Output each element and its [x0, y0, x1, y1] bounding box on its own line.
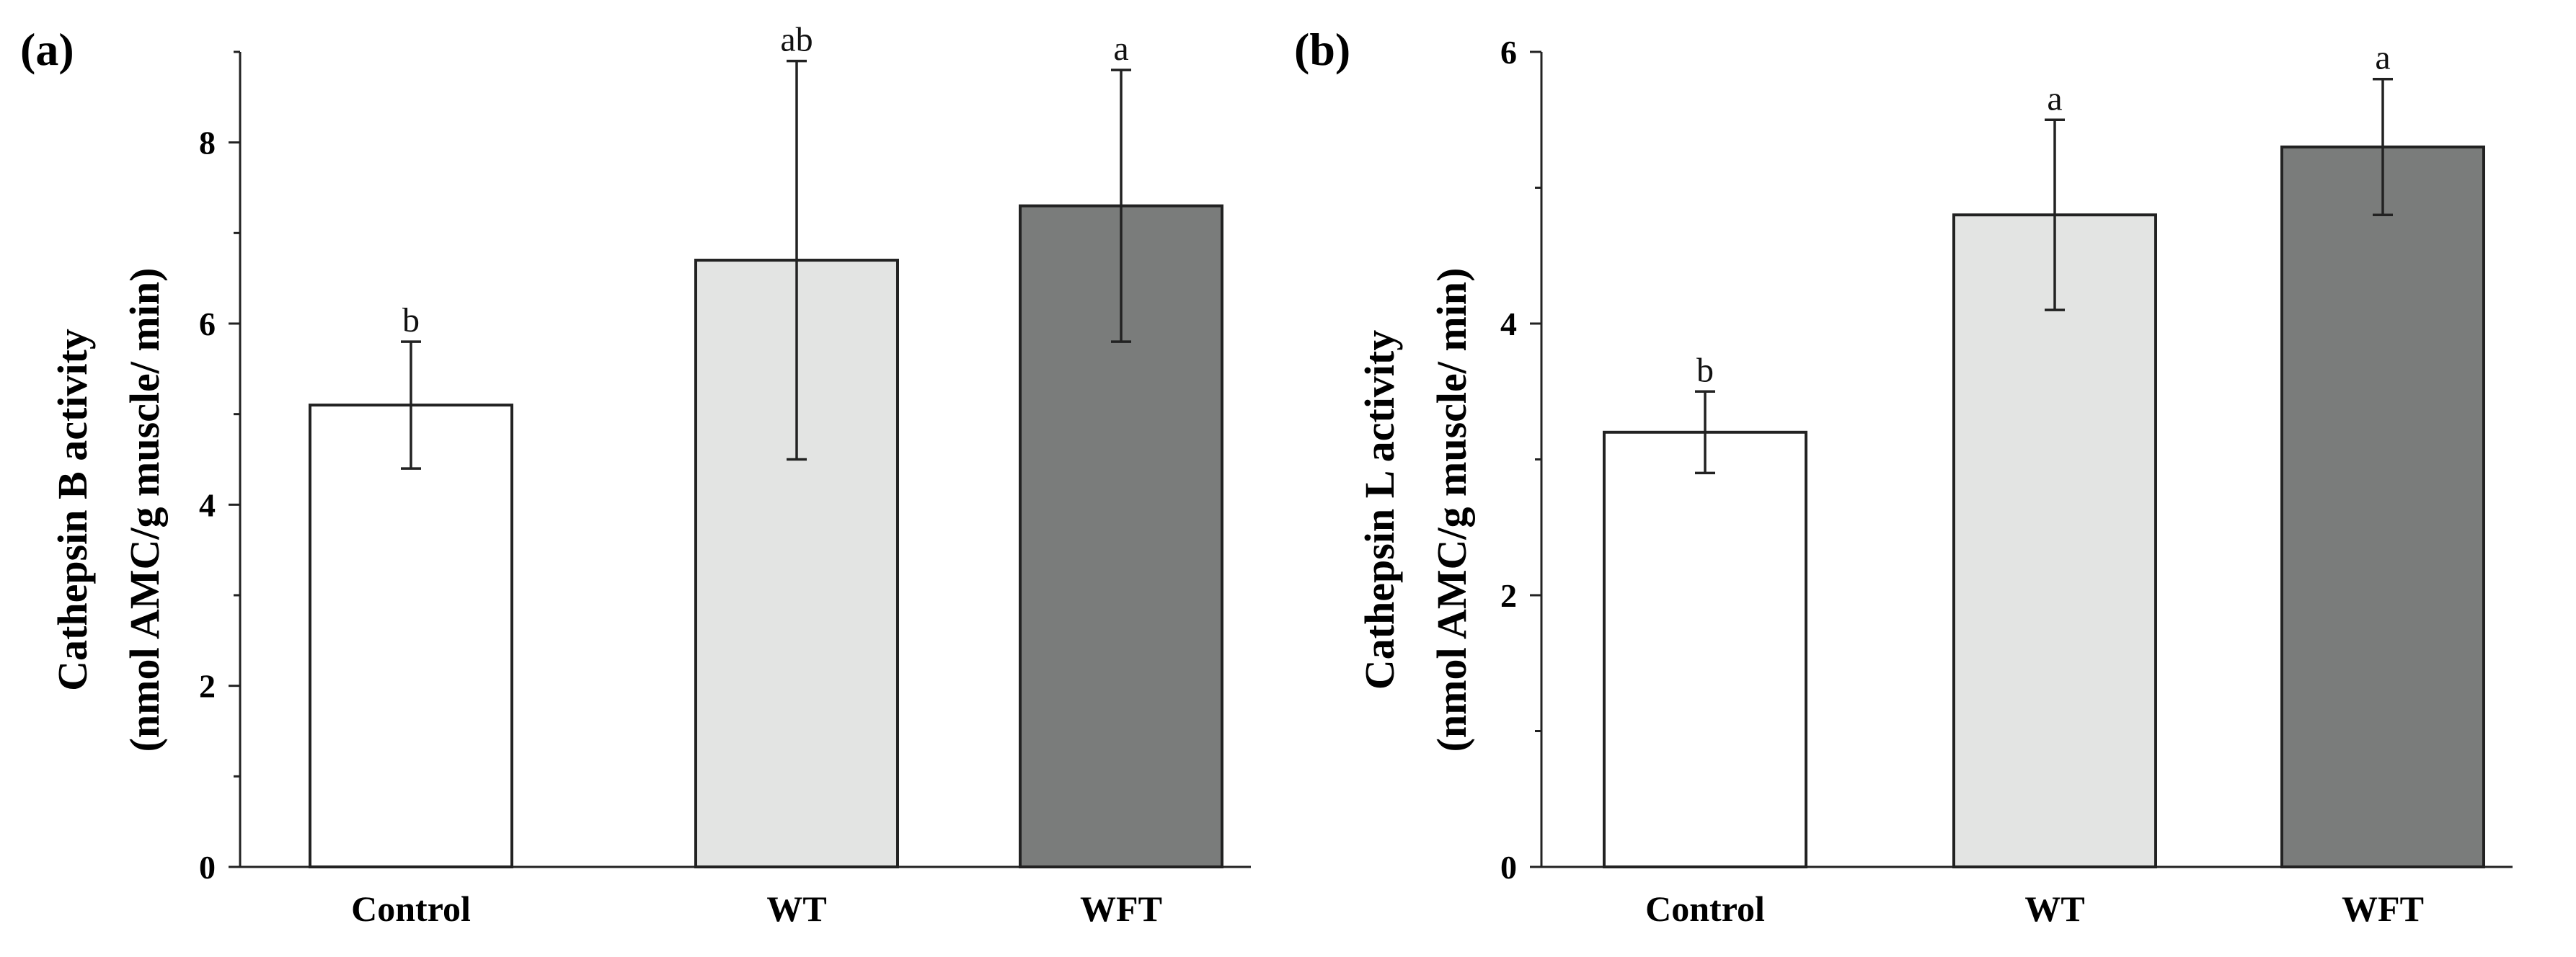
- x-tick-label: WT: [2024, 889, 2084, 929]
- y-axis-title-line1: Cathepsin L activity: [1356, 330, 1403, 690]
- x-tick-label: WT: [766, 889, 826, 929]
- panel-label: (b): [1294, 24, 1350, 75]
- x-tick-label: WFT: [2342, 889, 2424, 929]
- panel-b-cathepsin-l: b Control a WT a WFT 0 2 4 6 (b) Cathepsin L activi…: [1294, 24, 2513, 929]
- significance-label: a: [2047, 79, 2062, 117]
- y-tick-label: 0: [1500, 849, 1517, 886]
- x-tick-label: WFT: [1080, 889, 1162, 929]
- significance-label: b: [1696, 351, 1714, 389]
- y-tick-label: 6: [1500, 34, 1517, 71]
- y-tick-label: 8: [199, 125, 216, 161]
- significance-label: a: [1113, 30, 1128, 68]
- bar-control: [309, 404, 513, 868]
- bar-control: [1603, 430, 1807, 868]
- x-tick-label: Control: [351, 889, 471, 929]
- y-axis-title-line1: Cathepsin B activity: [49, 329, 96, 691]
- bar-wft: [2280, 145, 2485, 868]
- y-tick-label: 4: [199, 486, 216, 523]
- significance-label: ab: [780, 21, 813, 59]
- significance-label: a: [2375, 39, 2390, 77]
- panel-a-cathepsin-b: b Control ab WT a WFT 0 2 4 6 8 (a) Cathepsin B acti…: [20, 21, 1251, 929]
- y-axis-title-line2: (nmol AMC/g muscle/ min): [1428, 268, 1475, 752]
- y-tick-label: 0: [199, 849, 216, 886]
- significance-label: b: [402, 301, 420, 339]
- bar-wt: [1952, 213, 2157, 868]
- x-tick-label: Control: [1645, 889, 1765, 929]
- y-axis-title-line2: (nmol AMC/g muscle/ min): [121, 268, 168, 752]
- y-tick-label: 2: [1500, 577, 1517, 614]
- y-tick-label: 6: [199, 306, 216, 342]
- y-tick-label: 2: [199, 668, 216, 705]
- y-tick-label: 4: [1500, 306, 1517, 342]
- panel-label: (a): [20, 24, 74, 75]
